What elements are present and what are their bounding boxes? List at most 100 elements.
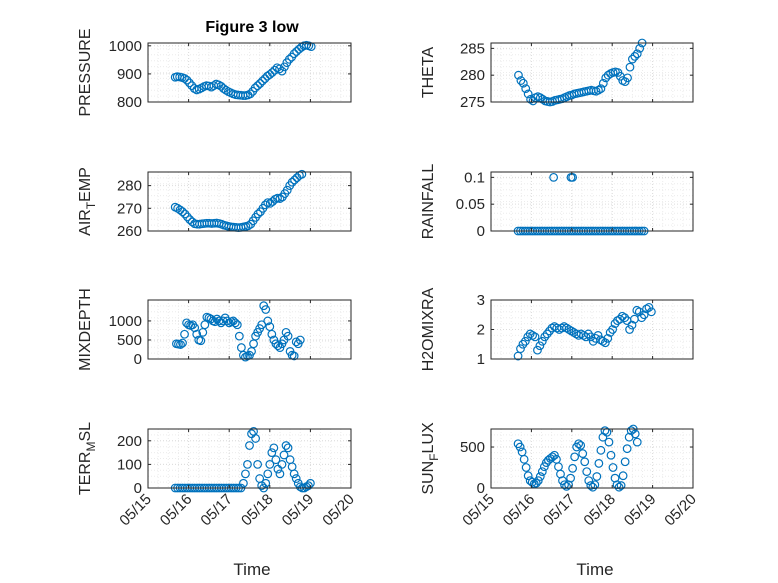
y-axis-label: SUNFLUX xyxy=(420,422,441,495)
data-point xyxy=(594,85,603,95)
data-point xyxy=(588,482,598,492)
y-tick-label: 200 xyxy=(117,433,142,450)
x-tick-label: 05/20 xyxy=(319,491,358,530)
data-point xyxy=(613,316,622,326)
data-point xyxy=(287,177,297,187)
data-point xyxy=(523,89,533,99)
axes-box xyxy=(147,171,352,232)
data-point xyxy=(562,481,571,491)
data-point xyxy=(605,328,615,337)
axes-box xyxy=(490,171,694,232)
data-point xyxy=(614,482,624,492)
data-point xyxy=(267,329,277,339)
data-point xyxy=(539,462,549,472)
data-point xyxy=(623,73,632,83)
data-point xyxy=(567,326,576,336)
data-point xyxy=(267,68,277,77)
data-point xyxy=(646,307,656,317)
data-point xyxy=(582,467,592,477)
figure-title: Figure 3 low xyxy=(205,19,299,36)
data-point xyxy=(570,452,580,462)
y-tick-label: 275 xyxy=(460,94,485,111)
data-point xyxy=(603,333,613,343)
data-point xyxy=(297,169,307,179)
series-markers xyxy=(170,40,316,100)
y-tick-label: 0 xyxy=(477,480,485,497)
data-point xyxy=(590,480,600,490)
data-point xyxy=(608,325,617,334)
data-point xyxy=(281,441,291,450)
data-point xyxy=(518,78,528,88)
subplot-3: 260 270 280 AIRTEMP xyxy=(77,167,352,240)
data-point xyxy=(261,478,271,488)
data-point xyxy=(241,352,250,362)
data-point xyxy=(545,326,554,336)
data-point xyxy=(182,212,192,222)
data-point xyxy=(632,305,642,315)
x-tick-label: 05/18 xyxy=(580,491,619,530)
data-point xyxy=(598,78,608,88)
data-point xyxy=(222,316,232,326)
data-point xyxy=(517,447,527,457)
y-axis-label: RAINFALL xyxy=(420,164,437,240)
y-axis-label: PRESSURE xyxy=(77,28,94,116)
data-point xyxy=(596,84,606,93)
y-tick-label: 260 xyxy=(117,223,142,240)
subplot-6: 1 2 3 H2OMIXRA xyxy=(420,287,694,371)
data-point xyxy=(280,62,289,72)
series-markers xyxy=(513,424,642,492)
data-point xyxy=(515,442,525,452)
data-point xyxy=(540,332,550,342)
data-point xyxy=(521,463,531,472)
data-point xyxy=(580,457,590,467)
data-point xyxy=(566,473,575,483)
data-point xyxy=(247,429,256,439)
data-point xyxy=(232,320,242,330)
data-point xyxy=(521,84,531,93)
data-point xyxy=(180,329,189,339)
data-point xyxy=(180,73,189,83)
data-point xyxy=(514,70,523,80)
x-tick-label: 05/17 xyxy=(540,491,579,530)
data-point xyxy=(537,336,547,346)
data-point xyxy=(542,329,552,339)
y-axis-label: AIRTEMP xyxy=(77,167,98,236)
data-point xyxy=(265,460,275,469)
axes-box xyxy=(147,42,352,103)
data-point xyxy=(549,172,559,182)
data-point xyxy=(269,443,279,453)
y-axis-label: TERRMSL xyxy=(77,422,98,495)
y-axis-label: MIXDEPTH xyxy=(77,288,94,371)
data-point xyxy=(243,460,252,469)
data-point xyxy=(245,441,254,450)
y-tick-label: 270 xyxy=(117,200,142,217)
data-point xyxy=(591,333,601,343)
data-point xyxy=(594,459,604,468)
data-point xyxy=(593,331,603,340)
data-point xyxy=(275,194,285,203)
data-point xyxy=(277,66,287,76)
data-point xyxy=(289,469,299,479)
data-point xyxy=(520,336,530,346)
data-point xyxy=(277,460,287,469)
data-point xyxy=(618,471,628,481)
data-point xyxy=(271,455,281,465)
data-point xyxy=(559,322,569,331)
data-point xyxy=(644,302,654,312)
data-point xyxy=(275,469,285,479)
data-point xyxy=(583,329,593,339)
data-point xyxy=(601,73,611,83)
data-point xyxy=(637,313,647,323)
data-point xyxy=(616,481,626,490)
data-point xyxy=(620,313,630,323)
data-point xyxy=(537,467,547,477)
data-point xyxy=(592,472,602,481)
data-point xyxy=(251,434,260,443)
y-tick-label: 1000 xyxy=(109,38,142,55)
data-point xyxy=(632,437,642,447)
data-point xyxy=(525,329,535,339)
data-point xyxy=(243,221,253,231)
y-tick-label: 1 xyxy=(477,351,485,368)
y-tick-label: 0.1 xyxy=(464,169,485,186)
data-point xyxy=(291,474,301,483)
